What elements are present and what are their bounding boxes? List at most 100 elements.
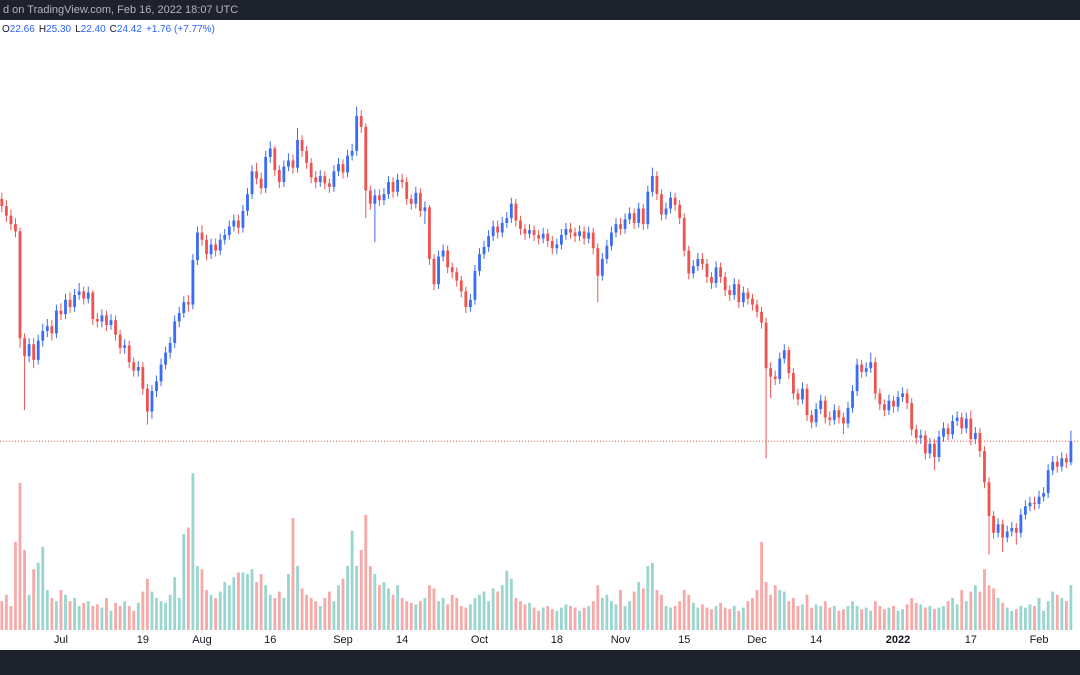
volume-bar bbox=[591, 601, 595, 630]
volume-bar bbox=[232, 577, 236, 630]
candle-body bbox=[591, 232, 595, 249]
volume-bar bbox=[919, 604, 923, 630]
candle-body bbox=[892, 400, 895, 407]
candle-body bbox=[646, 191, 650, 225]
ohlc-item: L22.40 bbox=[75, 24, 106, 35]
volume-bar bbox=[205, 590, 208, 630]
candle-body bbox=[423, 207, 427, 211]
candle-body bbox=[373, 195, 377, 204]
volume-bar bbox=[582, 607, 586, 630]
volume-bar bbox=[141, 591, 145, 630]
volume-bar bbox=[951, 598, 955, 630]
volume-bar bbox=[182, 534, 186, 630]
candle-body bbox=[1069, 441, 1073, 463]
candle-body bbox=[391, 182, 395, 192]
volume-bar bbox=[855, 606, 859, 630]
candle-body bbox=[14, 224, 17, 232]
volume-bar bbox=[82, 602, 86, 630]
candle-body bbox=[700, 258, 704, 264]
volume-bar bbox=[669, 607, 672, 630]
candle-body bbox=[55, 310, 58, 334]
volume-bar bbox=[241, 572, 245, 630]
candle-body bbox=[969, 418, 973, 440]
volume-bar bbox=[664, 606, 668, 630]
candle-body bbox=[27, 344, 31, 357]
candle-body bbox=[50, 326, 54, 334]
volume-bar bbox=[660, 594, 663, 630]
candle-body bbox=[1042, 493, 1046, 497]
candle-body bbox=[105, 315, 108, 325]
volume-bar bbox=[1010, 610, 1014, 630]
volume-bar bbox=[391, 594, 395, 630]
candle-body bbox=[691, 266, 695, 274]
volume-bar bbox=[719, 602, 723, 630]
volume-bar bbox=[1069, 585, 1073, 630]
candle-body bbox=[232, 220, 236, 227]
candle-body bbox=[414, 192, 418, 204]
candle-body bbox=[450, 267, 454, 273]
candle-body bbox=[1023, 506, 1027, 515]
volume-bar bbox=[728, 609, 732, 630]
candle-body bbox=[960, 417, 964, 429]
volume-bar bbox=[887, 607, 891, 630]
candle-body bbox=[650, 176, 654, 192]
volume-bar bbox=[468, 604, 472, 630]
candle-body bbox=[32, 344, 36, 360]
volume-bar bbox=[509, 578, 513, 630]
candle-body bbox=[619, 224, 622, 229]
volume-bar bbox=[414, 604, 418, 630]
volume-bar bbox=[45, 590, 49, 630]
volume-bar bbox=[882, 609, 886, 630]
volume-bar bbox=[496, 591, 500, 630]
change: +1.76 (+7.77%) bbox=[145, 24, 215, 35]
candle-body bbox=[778, 358, 782, 380]
candle-body bbox=[882, 404, 886, 411]
volume-bar bbox=[0, 601, 4, 630]
candle-body bbox=[296, 140, 299, 168]
volume-bar bbox=[459, 606, 463, 630]
candle-body bbox=[1046, 470, 1050, 494]
candle-body bbox=[118, 334, 122, 348]
candle-body bbox=[569, 228, 572, 233]
volume-bar bbox=[741, 607, 745, 630]
candle-body bbox=[987, 482, 991, 516]
candle-body bbox=[487, 236, 491, 247]
candle-body bbox=[368, 190, 372, 204]
volume-bar bbox=[428, 585, 431, 630]
volume-bar bbox=[473, 598, 477, 630]
candle-body bbox=[641, 208, 645, 225]
candle-body bbox=[323, 176, 327, 184]
candle-body bbox=[660, 194, 663, 215]
candle-body bbox=[687, 250, 691, 274]
ohlc-key: L bbox=[75, 24, 81, 35]
volume-bar bbox=[773, 585, 777, 630]
candle-body bbox=[751, 298, 754, 305]
volume-bar bbox=[191, 473, 195, 630]
volume-bar bbox=[678, 601, 682, 630]
volume-bar bbox=[514, 598, 518, 630]
caption: d on TradingView.com, Feb 16, 2022 18:07… bbox=[3, 4, 239, 16]
volume-bar bbox=[1033, 606, 1036, 630]
candle-body bbox=[855, 364, 859, 392]
candle-body bbox=[186, 302, 190, 305]
volume-bar bbox=[64, 594, 67, 630]
volume-bar bbox=[250, 569, 254, 630]
x-tick-label: 17 bbox=[965, 634, 977, 646]
x-tick-label: Aug bbox=[192, 634, 212, 646]
volume-bar bbox=[937, 607, 941, 630]
volume-bar bbox=[942, 606, 945, 630]
candle-body bbox=[514, 203, 518, 221]
volume-bar bbox=[36, 562, 40, 630]
volume-bar bbox=[209, 594, 213, 630]
volume-bar bbox=[277, 591, 281, 630]
volume-bar bbox=[769, 594, 773, 630]
x-tick-label: 16 bbox=[264, 634, 276, 646]
candle-body bbox=[277, 170, 281, 183]
volume-bar bbox=[996, 598, 1000, 630]
volume-bar bbox=[446, 604, 450, 630]
x-tick-label: Nov bbox=[611, 634, 631, 646]
candle-body bbox=[746, 292, 750, 299]
volume-bar bbox=[564, 604, 568, 630]
candle-body bbox=[869, 362, 873, 369]
candle-body bbox=[241, 210, 245, 228]
